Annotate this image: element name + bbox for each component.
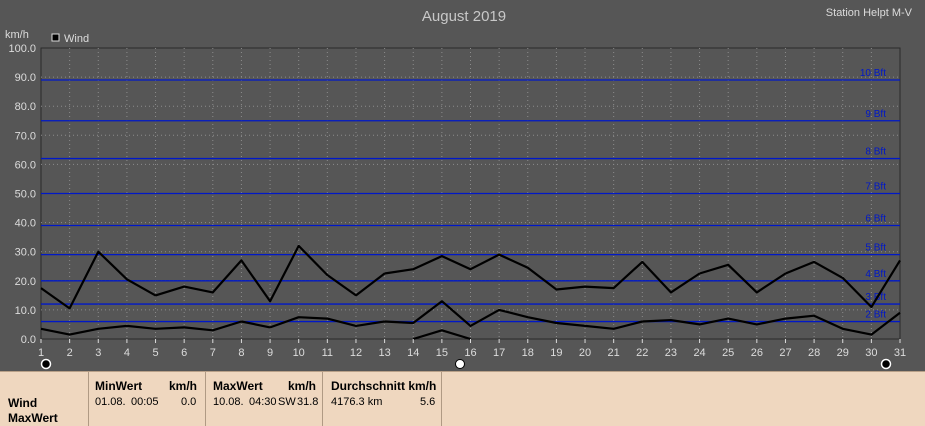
series-line-1: [40, 300, 901, 336]
min-value: 0.0: [181, 396, 197, 408]
x-tick-label: 6: [181, 347, 187, 359]
beaufort-label: 9 Bft: [865, 109, 886, 120]
x-tick-label: 27: [779, 347, 791, 359]
row-label-maxwert: MaxWert: [8, 411, 58, 425]
y-tick-label: 0.0: [21, 334, 36, 346]
max-value: 31.8: [297, 396, 319, 408]
x-tick-label: 13: [378, 347, 390, 359]
x-tick-label: 23: [665, 347, 677, 359]
x-tick-label: 4: [124, 347, 130, 359]
axes: 0.0 10.0 20.0 30.0 40.0 50.0 60.0 70.0 80.0 90.0 1…: [8, 43, 906, 359]
x-tick-label: 14: [407, 347, 419, 359]
min-date: 01.08.: [95, 396, 126, 408]
series-lines: [40, 244, 901, 341]
x-tick-label: 30: [865, 347, 877, 359]
series-line-2: [412, 329, 471, 341]
beaufort-label: 6 Bft: [865, 214, 886, 225]
y-tick-label: 20.0: [15, 276, 36, 288]
scroll-handle-right[interactable]: [880, 358, 892, 370]
avg-column: Durchschnitt km/h 4176.3 km 5.6: [322, 372, 442, 426]
x-tick-label: 28: [808, 347, 820, 359]
max-time: 04:30: [249, 396, 277, 408]
x-tick-label: 1: [38, 347, 44, 359]
x-tick-label: 7: [210, 347, 216, 359]
wind-chart: August 2019 Station Helpt M-V km/h Wind …: [5, 7, 913, 370]
x-tick-label: 19: [550, 347, 562, 359]
x-tick-label: 10: [293, 347, 305, 359]
x-tick-label: 24: [693, 347, 705, 359]
max-direction: SW: [278, 396, 296, 408]
y-tick-label: 70.0: [15, 130, 36, 142]
station-name: Station Helpt M-V: [826, 7, 913, 19]
x-tick-label: 2: [67, 347, 73, 359]
y-tick-label: 50.0: [15, 189, 36, 201]
x-tick-label: 20: [579, 347, 591, 359]
y-tick-label: 90.0: [15, 72, 36, 84]
beaufort-label: 8 Bft: [865, 147, 886, 158]
x-tick-label: 5: [152, 347, 158, 359]
beaufort-label: 5 Bft: [865, 243, 886, 254]
chart-title: August 2019: [422, 8, 506, 25]
x-tick-label: 31: [894, 347, 906, 359]
y-tick-label: 100.0: [8, 43, 36, 55]
avg-value: 5.6: [420, 396, 436, 408]
statistics-panel: Wind MaxWert MinWert km/h 01.08. 00:05 0…: [0, 371, 925, 426]
x-tick-label: 3: [95, 347, 101, 359]
x-tick-label: 8: [238, 347, 244, 359]
row-label-wind: Wind: [8, 396, 38, 410]
beaufort-lines: 2 Bft 3 Bft 4 Bft 5 Bft 6 Bft 7 Bft 8 Bft 9 Bft…: [41, 68, 900, 323]
min-header: MinWert: [95, 379, 143, 393]
scroll-handle-center[interactable]: [455, 359, 465, 369]
avg-distance: 4176.3 km: [331, 396, 383, 408]
y-tick-label: 30.0: [15, 247, 36, 259]
avg-header: Durchschnitt km/h: [331, 379, 437, 393]
x-tick-label: 25: [722, 347, 734, 359]
series-line-0: [40, 244, 901, 310]
x-tick-label: 16: [464, 347, 476, 359]
legend-swatch: [51, 33, 60, 42]
x-tick-label: 22: [636, 347, 648, 359]
x-tick-label: 15: [436, 347, 448, 359]
beaufort-label: 10 Bft: [860, 68, 886, 79]
legend-wind: Wind: [64, 33, 89, 45]
x-tick-label: 18: [522, 347, 534, 359]
y-tick-label: 10.0: [15, 305, 36, 317]
y-tick-label: 40.0: [15, 218, 36, 230]
y-axis-unit: km/h: [5, 29, 29, 41]
scroll-handle-left[interactable]: [40, 358, 52, 370]
beaufort-label: 4 Bft: [865, 269, 886, 280]
x-tick-label: 26: [751, 347, 763, 359]
y-tick-label: 80.0: [15, 101, 36, 113]
max-date: 10.08.: [213, 396, 244, 408]
beaufort-label: 3 Bft: [865, 292, 886, 303]
x-tick-label: 9: [267, 347, 273, 359]
min-time: 00:05: [131, 396, 159, 408]
x-tick-label: 17: [493, 347, 505, 359]
beaufort-label: 2 Bft: [865, 310, 886, 321]
min-column: MinWert km/h 01.08. 00:05 0.0: [88, 372, 205, 426]
beaufort-label: 7 Bft: [865, 182, 886, 193]
x-tick-label: 12: [350, 347, 362, 359]
y-tick-label: 60.0: [15, 159, 36, 171]
x-tick-label: 29: [837, 347, 849, 359]
x-tick-label: 21: [608, 347, 620, 359]
max-column: MaxWert km/h 10.08. 04:30 SW 31.8: [205, 372, 322, 426]
min-unit: km/h: [169, 379, 198, 393]
x-tick-label: 11: [322, 347, 333, 359]
max-header: MaxWert: [213, 379, 263, 393]
max-unit: km/h: [288, 379, 317, 393]
